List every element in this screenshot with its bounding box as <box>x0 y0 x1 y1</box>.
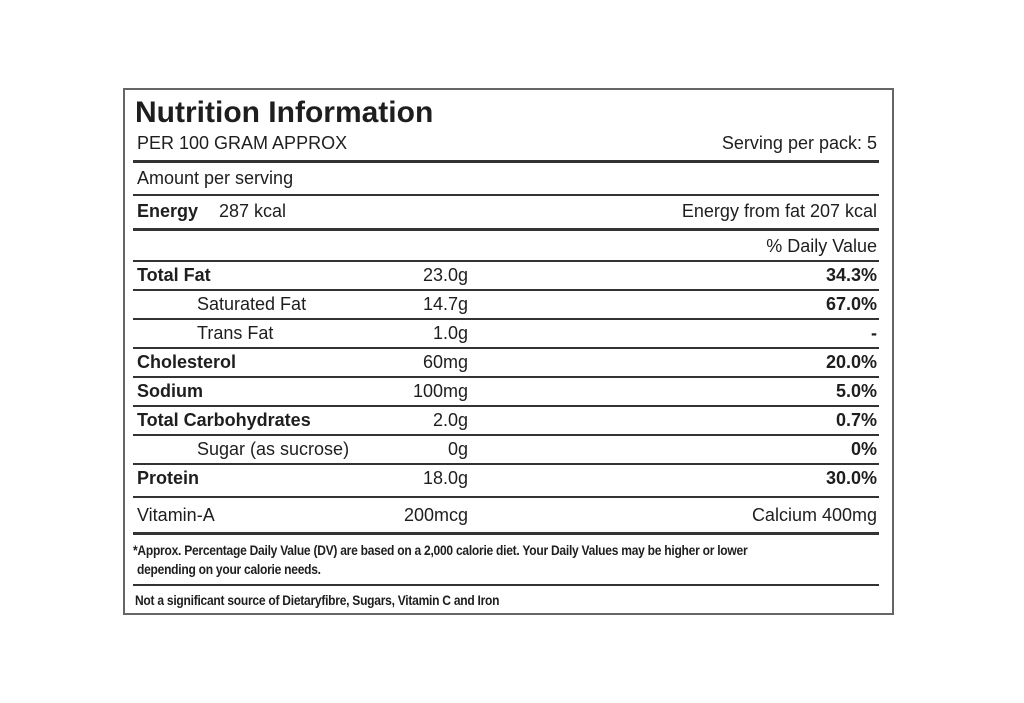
dv-header: % Daily Value <box>766 236 877 256</box>
rule <box>133 462 879 466</box>
rule <box>133 260 879 262</box>
nutrient-amount: 1.0g <box>432 323 468 343</box>
footnote: depending on your calorie needs. <box>137 561 321 577</box>
nutrient-amount: 18.0g <box>422 468 468 488</box>
rule <box>133 584 879 586</box>
nutrient-amount: 2.0g <box>432 410 468 430</box>
amount-label: Amount per serving <box>137 168 294 188</box>
nutrient-dv: 20.0% <box>825 352 877 372</box>
nutrient-dv: - <box>871 323 877 343</box>
nutrient-amount: 23.0g <box>422 265 468 285</box>
rule <box>133 346 879 350</box>
disclaimer: Not a significant source of Dietaryfibre… <box>135 592 500 608</box>
nutrient-dv: 0% <box>850 439 877 459</box>
rule <box>133 531 879 535</box>
rule <box>133 496 879 498</box>
rule <box>133 405 879 407</box>
nutrient-name: Cholesterol <box>137 352 237 372</box>
footnote: *Approx. Percentage Daily Value (DV) are… <box>133 542 748 558</box>
nutrient-amount: 0g <box>447 439 468 459</box>
nutrient-dv: 5.0% <box>835 381 877 401</box>
nutrient-amount: 14.7g <box>422 294 468 314</box>
energy-label: Energy <box>137 201 199 221</box>
rule <box>133 434 879 436</box>
rule <box>133 376 879 378</box>
energy-value: 287 kcal <box>219 201 287 221</box>
servings: Serving per pack: 5 <box>721 133 877 153</box>
nutrient-name: Total Carbohydrates <box>137 410 311 430</box>
rule <box>133 159 879 163</box>
nutrient-name: Protein <box>137 468 200 488</box>
nutrient-amount: 60mg <box>422 352 468 372</box>
energy-from-fat: Energy from fat 207 kcal <box>681 201 877 221</box>
nutrient-name: Sodium <box>137 381 203 401</box>
rule <box>133 318 879 320</box>
mineral-name: Vitamin-A <box>137 505 215 525</box>
basis: PER 100 GRAM APPROX <box>137 133 348 153</box>
title: Nutrition Information <box>135 96 434 129</box>
nutrient-name: Trans Fat <box>197 323 274 343</box>
nutrient-amount: 100mg <box>412 381 468 401</box>
rule <box>133 227 879 231</box>
nutrient-dv: 67.0% <box>825 294 877 314</box>
rule <box>133 289 879 291</box>
nutrient-name: Sugar (as sucrose) <box>197 439 350 459</box>
mineral-other: Calcium 400mg <box>751 505 877 525</box>
nutrient-dv: 0.7% <box>835 410 877 430</box>
nutrient-dv: 30.0% <box>825 468 877 488</box>
mineral-amount: 200mcg <box>403 505 468 525</box>
rule <box>133 194 879 196</box>
nutrition-label <box>123 88 894 615</box>
nutrient-name: Total Fat <box>137 265 211 285</box>
nutrient-name: Saturated Fat <box>197 294 307 314</box>
nutrient-dv: 34.3% <box>825 265 877 285</box>
